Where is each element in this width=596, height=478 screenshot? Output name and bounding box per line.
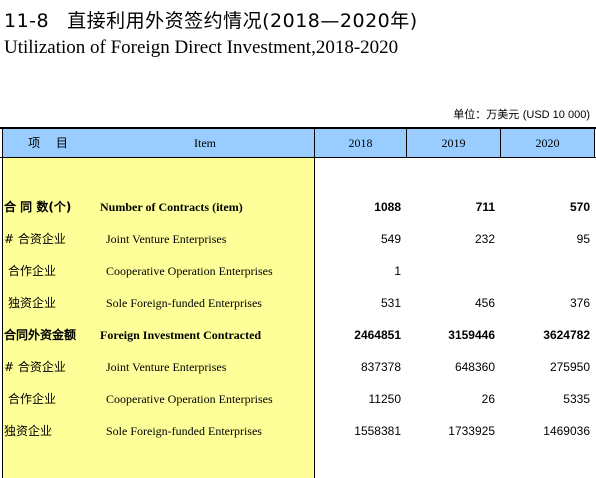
table-header bbox=[3, 129, 594, 157]
table-number: 11-8 bbox=[4, 10, 50, 32]
header-year-2019: 2019 bbox=[441, 136, 466, 150]
row-label-en: Cooperative Operation Enterprises bbox=[106, 392, 273, 406]
table-row: 独资企业 Sole Foreign-funded Enterprises 155… bbox=[0, 415, 596, 447]
table-row: 合作企业 Cooperative Operation Enterprises 1… bbox=[0, 383, 596, 415]
row-label-en: Sole Foreign-funded Enterprises bbox=[106, 296, 262, 310]
value-2020: 376 bbox=[569, 296, 590, 310]
row-label-cn: 合 同 数(个) bbox=[4, 200, 72, 214]
row-label-cn: # 合资企业 bbox=[4, 360, 66, 374]
row-label-cn: 独资企业 bbox=[8, 296, 57, 310]
value-2018: 11250 bbox=[368, 392, 401, 406]
value-2018: 531 bbox=[380, 296, 401, 310]
table-row: # 合资企业 Joint Venture Enterprises 549 232… bbox=[0, 223, 596, 255]
table-row: 合 同 数(个) Number of Contracts (item) 1088… bbox=[0, 191, 596, 223]
table-row: 合同外资金额 Foreign Investment Contracted 246… bbox=[0, 319, 596, 351]
value-2020: 1469036 bbox=[543, 424, 590, 438]
value-2019 bbox=[407, 255, 495, 287]
value-2018: 1088 bbox=[374, 200, 401, 214]
row-label-en: Foreign Investment Contracted bbox=[100, 328, 262, 342]
header-year-2020: 2020 bbox=[535, 136, 560, 150]
row-label-cn: 合同外资金额 bbox=[4, 328, 77, 342]
value-2018: 549 bbox=[380, 232, 401, 246]
unit-label-en: (USD 10 000) bbox=[522, 109, 590, 121]
header-item-cn: 项 目 bbox=[28, 136, 74, 150]
table-row: # 合资企业 Joint Venture Enterprises 837378 … bbox=[0, 351, 596, 383]
value-2020: 3624782 bbox=[543, 328, 590, 342]
unit-label: 单位：万美元 (USD 10 000) bbox=[453, 106, 590, 122]
row-label-en: Joint Venture Enterprises bbox=[106, 232, 227, 246]
column-divider-2 bbox=[500, 129, 501, 157]
value-2019: 711 bbox=[475, 200, 495, 214]
stub-column-background bbox=[3, 158, 315, 478]
value-2020: 275950 bbox=[549, 360, 590, 374]
row-label-cn: # 合资企业 bbox=[4, 232, 66, 246]
table-title-cn: 11-8 直接利用外资签约情况(2018—2020年) bbox=[4, 6, 418, 33]
value-2019: 1733925 bbox=[448, 424, 495, 438]
value-2018: 2464851 bbox=[354, 328, 401, 342]
value-2018: 837378 bbox=[360, 360, 401, 374]
value-2020: 5335 bbox=[563, 392, 590, 406]
value-2019: 26 bbox=[481, 392, 495, 406]
table-row: 合作企业 Cooperative Operation Enterprises 1 bbox=[0, 255, 596, 287]
value-2019: 456 bbox=[474, 296, 495, 310]
row-label-en: Number of Contracts (item) bbox=[100, 200, 243, 214]
row-label-cn: 合作企业 bbox=[8, 264, 57, 278]
row-label-en: Cooperative Operation Enterprises bbox=[106, 264, 273, 278]
value-2019: 3159446 bbox=[448, 328, 495, 342]
data-table: 项 目 Item 2018 2019 2020 合 同 数(个) Number … bbox=[0, 127, 596, 478]
table-title-cn-text: 直接利用外资签约情况(2018—2020年) bbox=[67, 10, 418, 32]
value-2018: 1558381 bbox=[354, 424, 401, 438]
row-label-en: Joint Venture Enterprises bbox=[106, 360, 227, 374]
header-year-2018: 2018 bbox=[348, 136, 373, 150]
unit-label-cn: 单位：万美元 bbox=[453, 108, 520, 121]
table-left-border bbox=[2, 129, 3, 478]
value-2020: 95 bbox=[576, 232, 590, 246]
table-top-rule bbox=[0, 127, 596, 129]
stub-divider bbox=[314, 129, 315, 478]
table-row: 独资企业 Sole Foreign-funded Enterprises 531… bbox=[0, 287, 596, 319]
row-label-cn: 独资企业 bbox=[4, 424, 53, 438]
row-label-cn: 合作企业 bbox=[8, 392, 57, 406]
value-2019: 648360 bbox=[454, 360, 495, 374]
value-2020: 570 bbox=[569, 200, 590, 214]
table-title-en: Utilization of Foreign Direct Investment… bbox=[4, 37, 399, 58]
column-divider-1 bbox=[406, 129, 407, 157]
value-2020 bbox=[501, 255, 590, 287]
row-label-en: Sole Foreign-funded Enterprises bbox=[106, 424, 262, 438]
value-2019: 232 bbox=[474, 232, 495, 246]
header-item-en: Item bbox=[194, 136, 216, 150]
value-2018: 1 bbox=[394, 264, 401, 278]
header-bottom-rule bbox=[0, 157, 596, 158]
table-right-border bbox=[594, 129, 595, 157]
